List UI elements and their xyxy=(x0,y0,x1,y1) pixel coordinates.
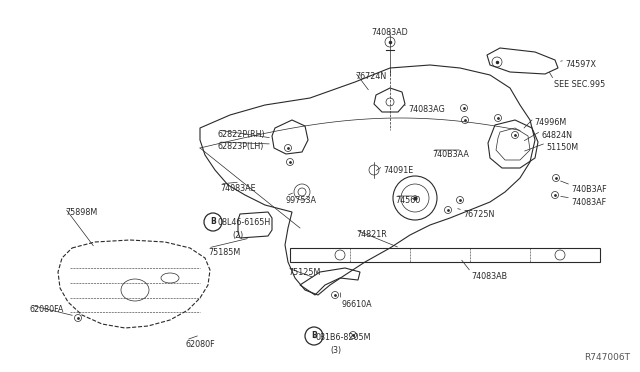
Text: R747006T: R747006T xyxy=(584,353,630,362)
Text: 081B6-8205M: 081B6-8205M xyxy=(315,333,371,342)
Text: 740B3AA: 740B3AA xyxy=(432,150,469,159)
Text: 74091E: 74091E xyxy=(383,166,413,175)
Text: 740B3AF: 740B3AF xyxy=(571,185,607,194)
Text: 75185M: 75185M xyxy=(208,248,240,257)
Text: 74083AE: 74083AE xyxy=(220,184,255,193)
Text: 74597X: 74597X xyxy=(565,60,596,69)
Text: 62080F: 62080F xyxy=(186,340,216,349)
Text: 62822P(RH): 62822P(RH) xyxy=(218,130,266,139)
Text: (3): (3) xyxy=(330,346,341,355)
Text: 74083AF: 74083AF xyxy=(571,198,606,207)
Text: 74083AG: 74083AG xyxy=(408,105,445,114)
Text: 08L46-6165H: 08L46-6165H xyxy=(217,218,270,227)
Text: 62823P(LH): 62823P(LH) xyxy=(218,142,264,151)
Text: 99753A: 99753A xyxy=(286,196,317,205)
Text: 62080FA: 62080FA xyxy=(30,305,65,314)
Text: 74083AB: 74083AB xyxy=(471,272,507,281)
Text: SEE SEC.995: SEE SEC.995 xyxy=(554,80,605,89)
Text: 74996M: 74996M xyxy=(534,118,566,127)
Text: 2: 2 xyxy=(413,195,417,201)
Text: 75898M: 75898M xyxy=(65,208,97,217)
Text: 76724N: 76724N xyxy=(355,72,387,81)
Text: 64824N: 64824N xyxy=(541,131,572,140)
Text: 51150M: 51150M xyxy=(546,143,578,152)
Text: 75125M: 75125M xyxy=(288,268,321,277)
Text: (2): (2) xyxy=(232,231,243,240)
Text: 74821R: 74821R xyxy=(356,230,387,239)
Text: 96610A: 96610A xyxy=(341,300,372,309)
Text: B: B xyxy=(311,331,317,340)
Text: 74083AD: 74083AD xyxy=(372,28,408,37)
Text: B: B xyxy=(210,218,216,227)
Text: 76725N: 76725N xyxy=(463,210,494,219)
Text: 74560: 74560 xyxy=(395,196,420,205)
